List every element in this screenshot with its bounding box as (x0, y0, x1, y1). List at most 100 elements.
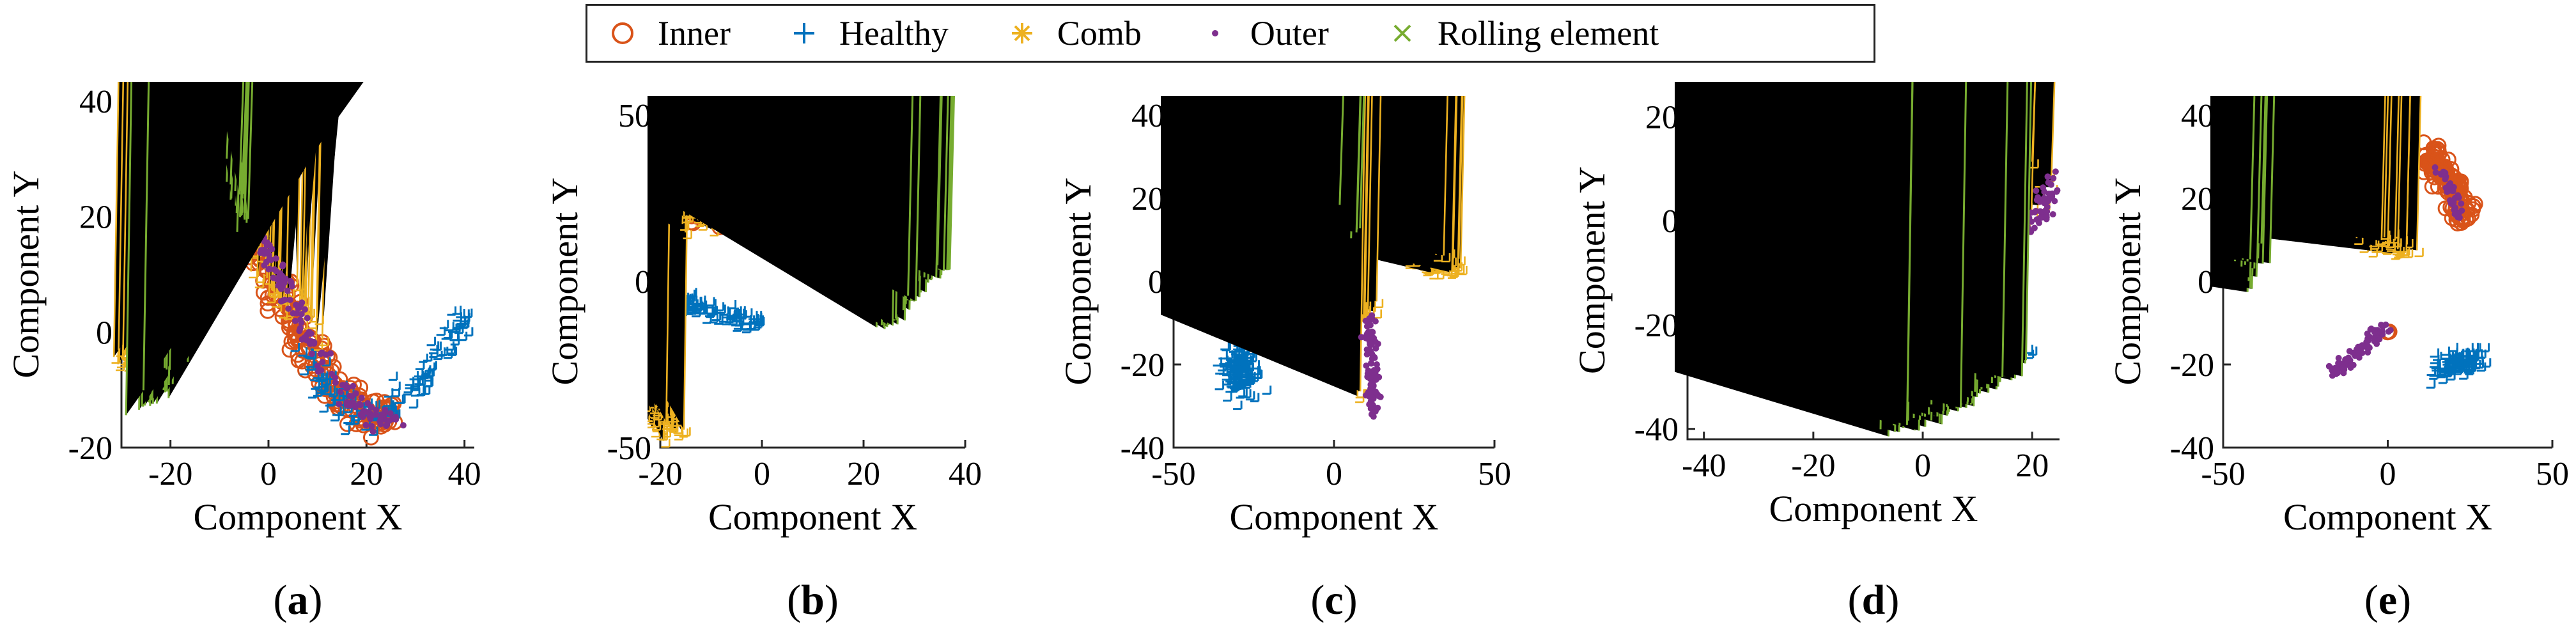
data-point (1234, 358, 1243, 368)
data-point (336, 401, 343, 407)
data-point (285, 305, 292, 312)
data-point (1363, 346, 1370, 353)
data-point (2335, 355, 2342, 361)
data-point (2451, 210, 2458, 217)
data-point (329, 370, 335, 377)
data-point (356, 400, 363, 407)
y-tick-label: 20 (1131, 181, 1165, 217)
data-point (298, 347, 308, 357)
data-point (1369, 395, 1376, 402)
data-point (287, 278, 294, 285)
data-point (2346, 348, 2353, 355)
legend-entry-rolling-element: Rolling element (1367, 6, 1697, 61)
data-point (648, 96, 664, 414)
data-point (648, 96, 678, 411)
data-point (272, 255, 279, 262)
data-point (2432, 164, 2439, 171)
data-point (720, 306, 729, 316)
data-point (648, 96, 682, 405)
x-tick-label: -20 (1791, 448, 1835, 484)
data-point (447, 306, 457, 316)
data-point (436, 347, 446, 357)
data-point (2462, 351, 2471, 361)
data-point (452, 306, 462, 315)
series-rolling-element (2210, 96, 2276, 292)
point-marker-icon (1180, 14, 1250, 52)
data-point (648, 96, 673, 403)
data-point (273, 268, 280, 274)
asterisk-marker-icon (987, 14, 1057, 52)
data-point (648, 96, 674, 403)
data-point (1372, 318, 1379, 325)
data-point (648, 96, 664, 414)
data-point (298, 319, 305, 326)
data-point (319, 359, 326, 366)
data-point (648, 96, 679, 408)
data-point (648, 96, 663, 403)
data-point (358, 395, 365, 402)
data-point (648, 96, 674, 411)
data-point (350, 382, 357, 389)
data-point (648, 96, 674, 410)
series-outer (1358, 312, 1384, 420)
data-point (405, 377, 415, 386)
data-point (392, 0, 644, 393)
data-point (2444, 352, 2454, 362)
data-point (648, 96, 681, 398)
x-axis-label: Component X (2283, 496, 2492, 538)
data-point (268, 246, 275, 253)
data-point (2448, 187, 2455, 194)
plus-marker-icon (769, 14, 839, 52)
data-point (648, 96, 656, 425)
data-point (2449, 343, 2458, 352)
data-point (1250, 360, 1260, 370)
data-point (699, 305, 708, 315)
data-point (403, 384, 414, 394)
data-point (2440, 168, 2447, 175)
data-point (2344, 357, 2351, 364)
data-point (318, 349, 325, 356)
data-point (2450, 201, 2456, 208)
data-point (282, 276, 289, 283)
data-point (332, 379, 339, 386)
data-point (295, 304, 302, 311)
data-point (648, 96, 669, 408)
data-point (1223, 392, 1232, 402)
data-point (314, 82, 324, 325)
data-point (1233, 400, 1243, 411)
data-point (318, 367, 325, 374)
data-point (2339, 364, 2347, 371)
data-point (2049, 211, 2056, 218)
data-point (1229, 374, 1239, 384)
data-point (1233, 348, 1243, 357)
y-axis-label: Component Y (5, 171, 47, 379)
panel-label: (c) (1310, 577, 1357, 623)
data-point (648, 96, 674, 411)
data-point (2033, 187, 2040, 194)
data-point (2424, 178, 2440, 195)
data-point (292, 317, 299, 324)
data-point (264, 239, 271, 246)
data-point (369, 412, 376, 419)
y-tick-label: -40 (1121, 430, 1165, 467)
x-tick-label: -40 (1682, 448, 1726, 484)
data-point (648, 96, 672, 408)
data-point (2378, 322, 2385, 329)
data-point (373, 406, 380, 413)
data-point (2052, 168, 2059, 175)
legend-label-comb: Comb (1057, 14, 1142, 52)
data-point (302, 306, 308, 313)
data-point (648, 96, 680, 404)
data-point (400, 422, 407, 429)
data-point (2364, 349, 2371, 356)
legend-entry-inner: Inner (587, 6, 769, 61)
data-point (2467, 358, 2477, 368)
x-axis-label: Component X (1769, 488, 1978, 529)
data-point (290, 310, 297, 317)
data-point (383, 397, 392, 407)
y-tick-label: 40 (1131, 98, 1165, 134)
data-point (454, 324, 464, 334)
y-tick-label: 20 (1645, 99, 1679, 136)
